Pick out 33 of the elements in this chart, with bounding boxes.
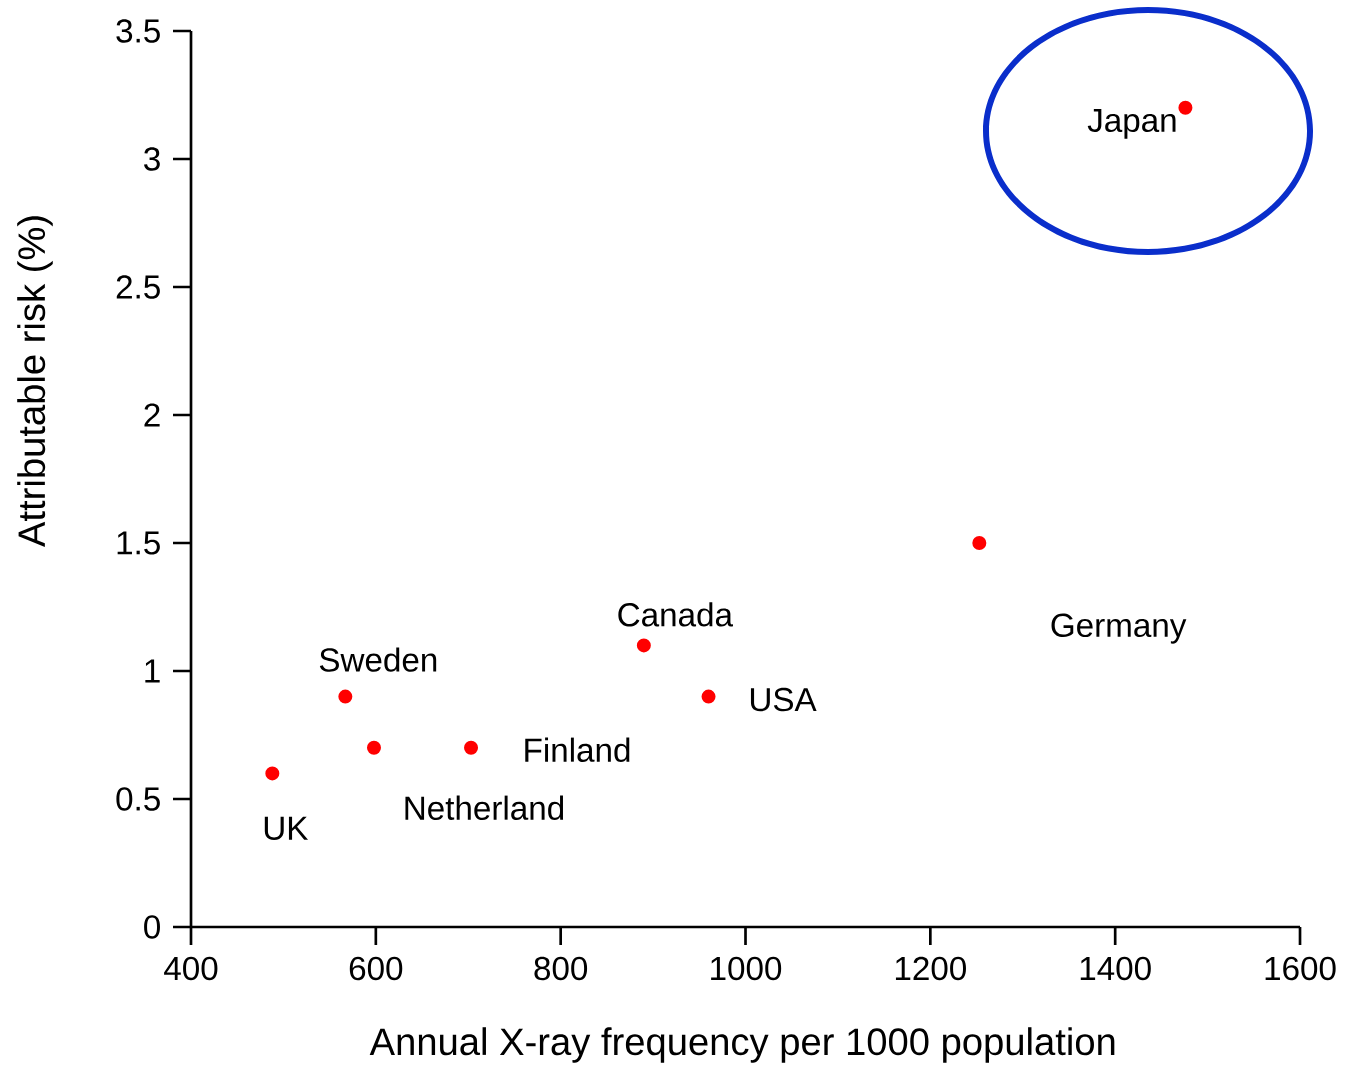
point [1178, 100, 1193, 115]
point [972, 535, 987, 550]
x-axis-title: Annual X-ray frequency per 1000 population [369, 1027, 1115, 1063]
x-tick-label: 400 [164, 956, 218, 981]
x-tick-label: 1400 [1080, 956, 1151, 981]
annotation: Canada [618, 602, 734, 627]
point [338, 689, 353, 704]
annotation: Sweden [319, 647, 437, 672]
y-tick-label: 3.5 [116, 19, 160, 43]
annotation: Japan [1087, 108, 1176, 139]
y-tick-label: 3 [144, 147, 160, 171]
point [701, 689, 716, 704]
x-tick-label: 600 [349, 956, 403, 981]
y-tick-label: 2 [144, 403, 160, 427]
y-tick-label: 1 [145, 659, 160, 683]
point [464, 740, 479, 755]
annotation: Germany [1051, 613, 1187, 644]
annotation: Finland [525, 737, 630, 762]
x-tick-label: 1600 [1265, 956, 1336, 981]
annotation: Netherland [405, 795, 564, 820]
x-tick-label: 1000 [711, 956, 782, 981]
y-tick-label: 2.5 [116, 275, 160, 299]
x-tick-label: 800 [534, 956, 588, 981]
point [366, 740, 381, 755]
y-axis-title: Attributable risk (%) [17, 216, 53, 547]
y-tick-label: 0.5 [116, 787, 160, 811]
annotation: USA [750, 687, 817, 712]
x-tick-label: 1200 [895, 956, 966, 981]
point [265, 766, 280, 781]
y-tick-label: 0 [144, 915, 160, 939]
point [636, 638, 651, 653]
annotation: UK [264, 816, 309, 840]
y-tick-label: 1.5 [117, 531, 160, 555]
